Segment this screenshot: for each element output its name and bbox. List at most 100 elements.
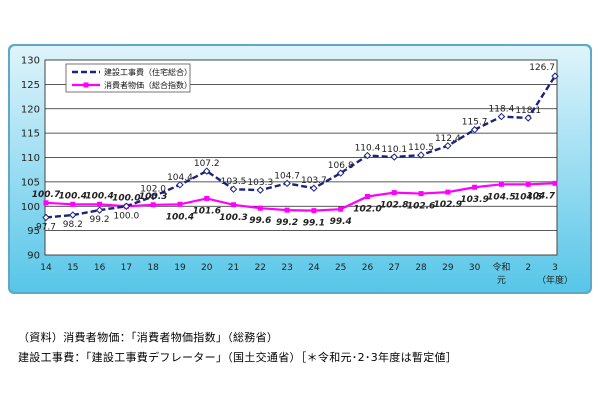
legend-construction-label: 建設工事費（住宅総合） [104, 67, 192, 77]
cpi-data-label: 103.9 [460, 195, 488, 205]
cpi-data-label: 102.9 [434, 200, 462, 210]
legend: 建設工事費（住宅総合） 消費者物価（総合指数） [65, 63, 192, 93]
cpi-data-label: 99.4 [330, 217, 352, 227]
cpi-data-label: 104.5 [487, 192, 515, 202]
x-tick-label: 3 [552, 263, 558, 273]
x-tick-label: 20 [201, 263, 213, 273]
construction-point [149, 192, 157, 201]
x-tick-label: 18 [147, 263, 159, 273]
cpi-point [338, 206, 344, 212]
construction-data-label: 112.4 [435, 134, 461, 144]
construction-data-label: 107.2 [194, 159, 220, 169]
x-tick-label: 26 [362, 263, 374, 273]
y-tick-label: 115 [21, 129, 40, 140]
construction-point [283, 179, 291, 188]
cpi-data-label: 100.3 [139, 192, 167, 202]
construction-data-label: 110.5 [408, 143, 434, 153]
construction-point [229, 185, 238, 193]
construction-data-label: 115.7 [462, 118, 488, 128]
y-tick-label: 110 [21, 153, 40, 164]
cpi-point [552, 180, 558, 186]
construction-data-label: 98.2 [63, 220, 83, 230]
cpi-point [311, 208, 317, 214]
y-tick-label: 120 [21, 104, 40, 115]
construction-point [444, 142, 452, 150]
cpi-data-label: 101.6 [193, 206, 221, 216]
cpi-point [177, 201, 183, 207]
x-tick-label: 16 [94, 263, 106, 273]
construction-data-label: 126.7 [529, 63, 555, 73]
x-tick-label: 2 [525, 263, 531, 273]
x-tick-label: 29 [442, 263, 454, 273]
cpi-point [472, 184, 478, 190]
construction-point [256, 186, 265, 194]
construction-point [336, 169, 345, 177]
y-tick-label: 90 [27, 251, 40, 262]
construction-point [310, 184, 318, 192]
x-tick-label: 22 [255, 263, 266, 273]
cpi-data-label: 100.7 [32, 190, 61, 200]
y-tick-label: 95 [27, 226, 40, 237]
x-tick-label: 15 [67, 263, 78, 273]
cpi-data-label: 99.6 [249, 216, 271, 226]
construction-data-label: 104.7 [274, 171, 300, 181]
cpi-point [150, 202, 156, 208]
cpi-data-label: 100.0 [112, 193, 140, 203]
series-lines [42, 72, 559, 222]
cpi-data-label: 102.0 [353, 205, 381, 215]
x-tick-label: 21 [228, 263, 239, 273]
cpi-data-label: 102.8 [380, 201, 408, 211]
cpi-point [43, 200, 49, 206]
construction-data-label: 99.2 [90, 215, 110, 225]
source-note-construction: 建設工事費：「建設工事費デフレーター」（国土交通省）［＊令和元･2･3年度は暫定… [18, 351, 458, 364]
cpi-point [257, 205, 263, 211]
cpi-point [418, 191, 424, 197]
cpi-point [204, 195, 210, 201]
construction-point [363, 151, 372, 160]
construction-point [551, 72, 559, 80]
cpi-data-label: 100.4 [85, 191, 113, 201]
cpi-point [70, 201, 76, 207]
x-tick-sublabel: （年度） [537, 274, 573, 286]
chart-figure: 90 95 100 105 110 115 120 125 130 14 15 16 17 18 19 20… [8, 44, 592, 294]
x-tick-label: 23 [281, 263, 292, 273]
construction-data-label: 103.3 [247, 178, 273, 188]
cpi-data-label: 100.4 [166, 212, 194, 222]
x-tick-label: 14 [40, 263, 52, 273]
x-tick-sublabel: 元 [497, 276, 506, 286]
cpi-data-label: 99.1 [303, 219, 325, 229]
construction-point [497, 112, 506, 121]
cpi-data-label: 104.7 [527, 191, 556, 201]
construction-series-line [45, 75, 557, 219]
cpi-data-label: 100.4 [59, 191, 87, 201]
cpi-series-line [45, 182, 556, 212]
construction-data-label: 110.4 [355, 144, 381, 154]
x-tick-label: 令和 [492, 261, 510, 273]
legend-cpi-marker [83, 82, 89, 88]
construction-data-label: 118.4 [489, 105, 515, 115]
cpi-data-label: 104.5 [514, 192, 542, 202]
x-tick-label: 19 [174, 263, 186, 273]
cpi-point [525, 181, 531, 187]
cpi-data-label: 100.3 [219, 213, 247, 223]
y-tick-label: 105 [21, 177, 40, 188]
construction-point [42, 213, 50, 222]
cpi-point [445, 189, 451, 195]
cpi-data-label: 99.2 [276, 218, 298, 228]
construction-point [95, 206, 104, 214]
source-notes: （資料）消費者物価：「消費者物価指数」（総務省） 建設工事費：「建設工事費デフレ… [18, 328, 593, 368]
x-tick-label: 24 [308, 263, 320, 273]
x-tick-label: 28 [415, 263, 427, 273]
y-tick-label: 125 [21, 80, 40, 91]
cpi-point [231, 202, 237, 208]
construction-point [203, 167, 211, 175]
x-tick-label: 17 [121, 263, 132, 273]
construction-point [470, 126, 479, 134]
construction-point [417, 151, 425, 159]
construction-point [524, 114, 532, 122]
x-tick-label: 25 [335, 263, 346, 273]
construction-data-label: 102.0 [140, 185, 166, 195]
construction-data-label: 118.1 [515, 106, 541, 116]
construction-data-label: 103.5 [221, 177, 247, 187]
